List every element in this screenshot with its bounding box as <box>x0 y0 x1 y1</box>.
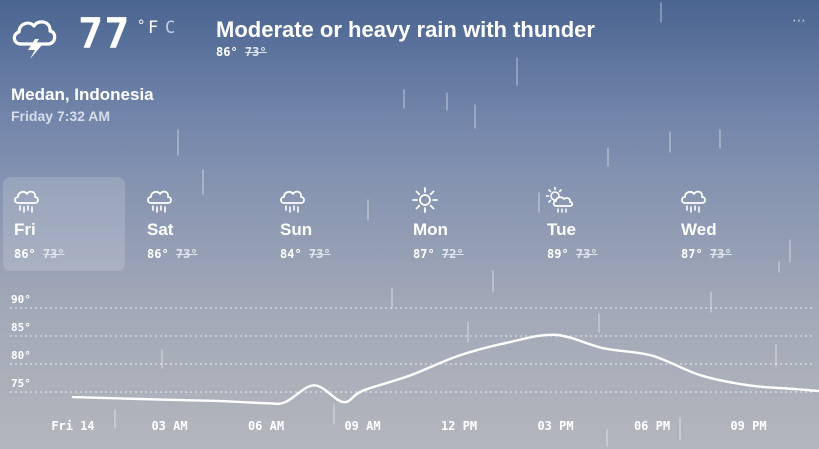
rain-cloud-icon <box>280 190 305 213</box>
y-tick-label: 90° <box>11 293 31 306</box>
day-card-wed[interactable]: Wed 87° 73° <box>670 177 792 271</box>
day-high: 86° <box>147 247 169 261</box>
x-tick-label: 06 AM <box>248 419 284 433</box>
hourly-temperature-chart: 90° 85° 80° 75° Fri 14 03 AM 06 AM 09 AM 12 PM 03… <box>10 293 819 433</box>
location-name: Medan, Indonesia <box>11 85 154 104</box>
day-name: Fri <box>14 220 36 239</box>
day-high-low: 86° 73° <box>147 247 198 261</box>
day-high: 89° <box>547 247 569 261</box>
x-tick-label: 09 AM <box>344 419 380 433</box>
unit-celsius-button[interactable]: C <box>165 18 176 38</box>
day-low: 73° <box>175 247 198 261</box>
day-low: 73° <box>308 247 331 261</box>
y-tick-label: 80° <box>11 349 31 362</box>
daily-forecast: Fri 86° 73° Sat 86° 73° Sun 84° 73° Mon <box>0 177 819 271</box>
current-high: 86° <box>216 45 238 59</box>
partly-cloudy-rain-icon <box>545 186 573 213</box>
y-tick-label: 85° <box>11 321 31 334</box>
temperature-line <box>71 333 819 406</box>
rain-cloud-icon <box>14 190 39 213</box>
condition-text: Moderate or heavy rain with thunder <box>216 17 595 42</box>
day-high: 87° <box>413 247 435 261</box>
day-card-fri[interactable]: Fri 86° 73° <box>3 177 125 271</box>
current-temperature: 77 <box>78 9 131 58</box>
day-name: Sun <box>280 220 313 239</box>
day-high: 84° <box>280 247 302 261</box>
day-high: 87° <box>681 247 703 261</box>
day-card-tue[interactable]: Tue 89° 73° <box>536 177 658 271</box>
day-card-sun[interactable]: Sun 84° 73° <box>269 177 391 271</box>
day-high-low: 87° 72° <box>413 247 464 261</box>
day-high-low: 87° 73° <box>681 247 732 261</box>
unit-degree: ° <box>137 18 146 34</box>
day-name: Tue <box>547 220 576 239</box>
day-high-low: 86° 73° <box>14 247 65 261</box>
day-low: 73° <box>709 247 732 261</box>
x-tick-label: 03 AM <box>151 419 187 433</box>
day-name: Wed <box>681 220 717 239</box>
x-tick-label: 12 PM <box>441 419 477 433</box>
day-low: 73° <box>575 247 598 261</box>
day-card-mon[interactable]: Mon 87° 72° <box>402 177 524 271</box>
more-options-button[interactable]: ⋯ <box>792 13 807 29</box>
day-name: Mon <box>413 220 448 239</box>
day-high-low: 89° 73° <box>547 247 598 261</box>
current-conditions: 77 ° F C Moderate or heavy rain with thu… <box>0 0 819 140</box>
day-name: Sat <box>147 220 174 239</box>
day-low: 72° <box>441 247 464 261</box>
local-datetime: Friday 7:32 AM <box>11 108 111 124</box>
day-card-sat[interactable]: Sat 86° 73° <box>136 177 258 271</box>
day-high: 86° <box>14 247 36 261</box>
x-tick-label: Fri 14 <box>51 419 94 433</box>
current-low: 73° <box>244 45 267 59</box>
y-tick-label: 75° <box>11 377 31 390</box>
thunder-rain-cloud-icon <box>12 20 57 59</box>
day-high-low: 84° 73° <box>280 247 331 261</box>
x-tick-label: 03 PM <box>537 419 573 433</box>
sun-icon <box>412 187 438 213</box>
day-low: 73° <box>42 247 65 261</box>
x-tick-label: 06 PM <box>634 419 670 433</box>
rain-cloud-icon <box>147 190 172 213</box>
x-tick-label: 09 PM <box>730 419 766 433</box>
unit-fahrenheit-button[interactable]: F <box>148 18 159 38</box>
rain-cloud-icon <box>681 190 706 213</box>
current-high-low: 86° 73° <box>216 45 267 59</box>
